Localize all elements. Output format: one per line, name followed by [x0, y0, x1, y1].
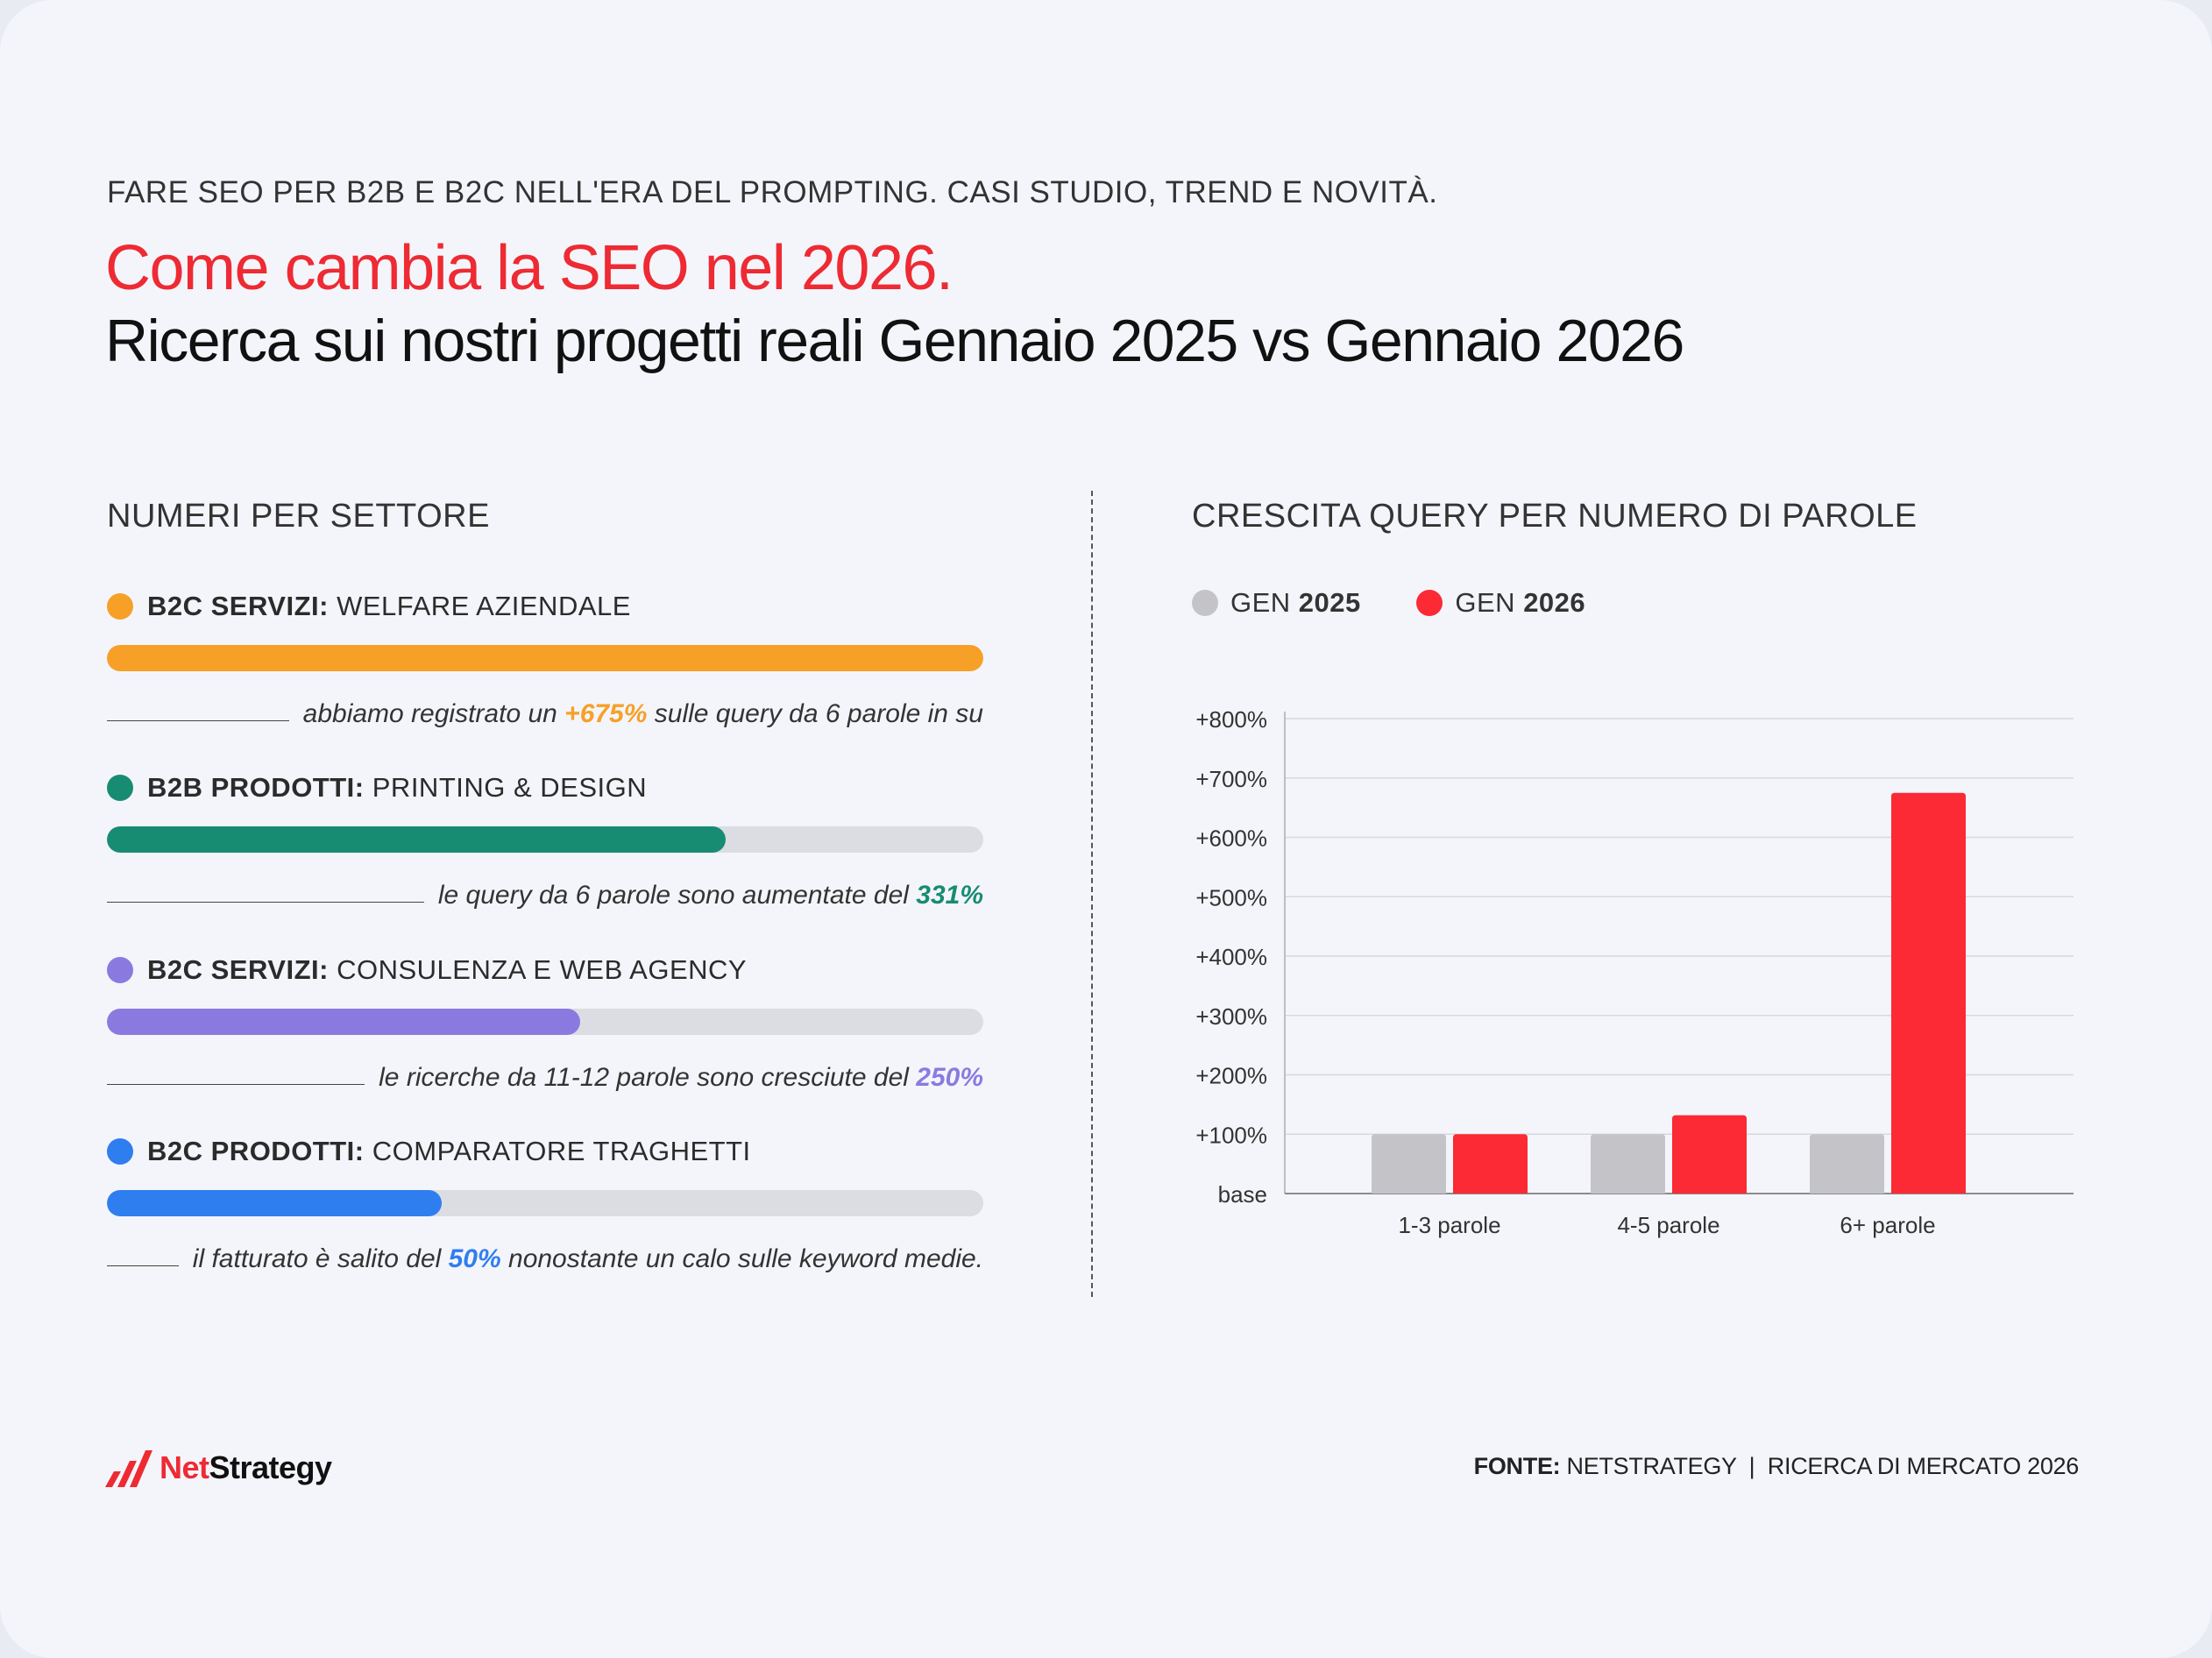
caption-after: nonostante un calo sulle keyword medie. — [500, 1244, 983, 1273]
sector-2: B2C SERVIZI: CONSULENZA E WEB AGENCY le r… — [107, 953, 983, 1092]
sector-label: B2B PRODOTTI: PRINTING & DESIGN — [107, 770, 983, 805]
y-tick-label: +700% — [1195, 766, 1267, 792]
legend-year-2026: 2026 — [1523, 587, 1586, 618]
x-tick-label: 4-5 parole — [1617, 1212, 1719, 1238]
legend-prefix-2026: GEN — [1455, 587, 1524, 618]
sector-label: B2C PRODOTTI: COMPARATORE TRAGHETTI — [107, 1134, 983, 1169]
caption-before: abbiamo registrato un — [302, 699, 565, 728]
sector-dot — [107, 957, 133, 983]
y-tick-label: +100% — [1195, 1122, 1267, 1148]
sector-dot — [107, 1138, 133, 1165]
progress-fill — [107, 1190, 442, 1216]
bar-2026-2 — [1891, 792, 1966, 1194]
sector-caption: le ricerche da 11-12 parole sono cresciu… — [107, 1063, 983, 1093]
bar-2025-0 — [1372, 1134, 1446, 1194]
progress-track — [107, 826, 983, 853]
sector-dot — [107, 593, 133, 620]
sector-1: B2B PRODOTTI: PRINTING & DESIGN le query … — [107, 770, 983, 910]
caption-before: il fatturato è salito del — [192, 1244, 449, 1273]
progress-track — [107, 645, 983, 671]
sector-caption: le query da 6 parole sono aumentate del … — [107, 881, 983, 910]
caption-before: le query da 6 parole sono aumentate del — [437, 881, 917, 910]
caption-percent: +675% — [564, 699, 648, 728]
caption-percent: 50% — [448, 1244, 501, 1273]
caption-percent: 331% — [916, 881, 983, 910]
logo-mark-icon — [105, 1450, 152, 1487]
sector-name: PRINTING & DESIGN — [372, 772, 648, 803]
sector-caption: il fatturato è salito del 50% nonostante… — [107, 1244, 983, 1274]
caption-rule — [107, 1265, 179, 1266]
sector-name: WELFARE AZIENDALE — [337, 591, 631, 621]
sector-type: B2B PRODOTTI: — [147, 772, 365, 803]
x-tick-label: 1-3 parole — [1398, 1212, 1500, 1238]
sector-label: B2C SERVIZI: CONSULENZA E WEB AGENCY — [107, 953, 983, 988]
caption-rule — [107, 719, 289, 721]
legend-dot-2025 — [1192, 590, 1218, 616]
sector-dot — [107, 775, 133, 801]
sector-type: B2C SERVIZI: — [147, 591, 329, 621]
source-note: FONTE: NETSTRATEGY | RICERCA DI MERCATO … — [1473, 1453, 2080, 1480]
x-tick-label: 6+ parole — [1840, 1212, 1935, 1238]
legend-dot-2026 — [1416, 590, 1443, 616]
sector-caption: abbiamo registrato un +675% sulle query … — [107, 699, 983, 729]
kicker-text: FARE SEO PER B2B E B2C NELL'ERA DEL PROM… — [107, 175, 1438, 209]
bar-2025-1 — [1591, 1134, 1665, 1194]
chart-section-title: CRESCITA QUERY PER NUMERO DI PAROLE — [1192, 498, 1918, 535]
legend-prefix-2025: GEN — [1230, 587, 1299, 618]
sector-0: B2C SERVIZI: WELFARE AZIENDALE abbiamo re… — [107, 589, 983, 728]
legend-item-2025: GEN 2025 — [1192, 587, 1361, 619]
progress-fill — [107, 826, 726, 853]
bar-chart: base +100% +200% +300% +400% +500% +600% +700% +… — [1195, 706, 2074, 1238]
progress-track — [107, 1009, 983, 1035]
progress-fill — [107, 1009, 580, 1035]
sector-label: B2C SERVIZI: WELFARE AZIENDALE — [107, 589, 983, 624]
bar-2026-1 — [1672, 1115, 1747, 1194]
y-tick-label: +300% — [1195, 1003, 1267, 1030]
sector-3: B2C PRODOTTI: COMPARATORE TRAGHETTI il fa… — [107, 1134, 983, 1273]
sector-name: COMPARATORE TRAGHETTI — [372, 1136, 751, 1166]
main-subtitle: Ricerca sui nostri progetti reali Gennai… — [105, 308, 1684, 374]
sectors-section-title: NUMERI PER SETTORE — [107, 498, 490, 535]
progress-track — [107, 1190, 983, 1216]
logo-wordmark: NetStrategy — [160, 1449, 332, 1486]
y-tick-label: +800% — [1195, 706, 1267, 733]
netstrategy-logo: NetStrategy — [105, 1446, 332, 1490]
caption-rule — [107, 901, 424, 903]
caption-after: sulle query da 6 parole in su — [647, 699, 983, 728]
y-tick-label: +500% — [1195, 884, 1267, 910]
caption-percent: 250% — [916, 1063, 983, 1092]
y-tick-label: +200% — [1195, 1063, 1267, 1089]
caption-before: le ricerche da 11-12 parole sono cresciu… — [379, 1063, 917, 1092]
y-tick-label: +400% — [1195, 944, 1267, 970]
sector-type: B2C PRODOTTI: — [147, 1136, 365, 1166]
source-text: NETSTRATEGY | RICERCA DI MERCATO 2026 — [1560, 1453, 2080, 1479]
progress-fill — [107, 645, 983, 671]
sector-type: B2C SERVIZI: — [147, 954, 329, 985]
bar-2026-0 — [1453, 1134, 1528, 1194]
main-title: Come cambia la SEO nel 2026. — [105, 233, 954, 303]
logo-net: Net — [160, 1449, 209, 1485]
column-divider — [1091, 491, 1093, 1297]
chart-legend: GEN 2025 GEN 2026 — [1192, 587, 1634, 619]
y-tick-label: +600% — [1195, 825, 1267, 852]
legend-item-2026: GEN 2026 — [1416, 587, 1585, 619]
source-label: FONTE: — [1473, 1453, 1561, 1479]
bar-2025-2 — [1810, 1134, 1884, 1194]
sector-name: CONSULENZA E WEB AGENCY — [337, 954, 748, 985]
logo-strategy: Strategy — [209, 1449, 333, 1485]
legend-year-2025: 2025 — [1298, 587, 1361, 618]
caption-rule — [107, 1083, 365, 1085]
y-tick-label: base — [1218, 1181, 1267, 1208]
